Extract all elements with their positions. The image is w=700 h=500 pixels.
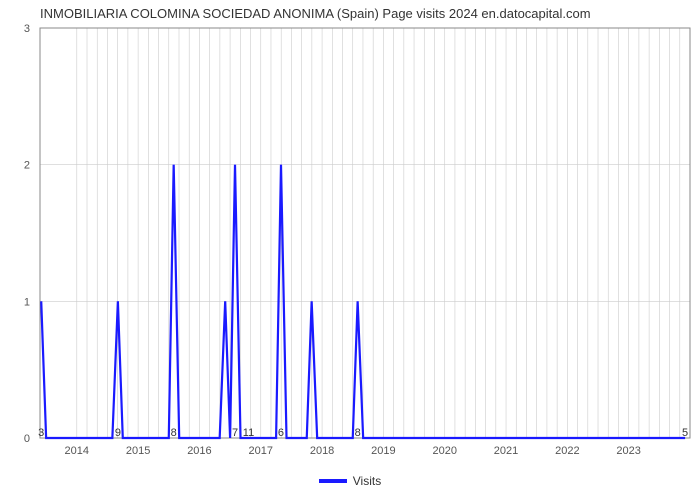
svg-text:2020: 2020 — [432, 445, 456, 457]
svg-text:0: 0 — [24, 433, 30, 445]
svg-text:2022: 2022 — [555, 445, 579, 457]
svg-text:8: 8 — [171, 427, 177, 439]
svg-text:6: 6 — [278, 427, 284, 439]
legend-label: Visits — [353, 474, 381, 488]
svg-text:7: 7 — [232, 427, 238, 439]
svg-text:2021: 2021 — [494, 445, 518, 457]
svg-text:INMOBILIARIA COLOMINA SOCIEDAD: INMOBILIARIA COLOMINA SOCIEDAD ANONIMA (… — [40, 6, 591, 21]
legend: Visits — [0, 474, 700, 488]
svg-text:11: 11 — [243, 427, 254, 439]
svg-text:9: 9 — [115, 427, 121, 439]
svg-text:2018: 2018 — [310, 445, 334, 457]
svg-text:3: 3 — [24, 23, 30, 35]
svg-text:2015: 2015 — [126, 445, 150, 457]
svg-text:2014: 2014 — [65, 445, 89, 457]
svg-text:2017: 2017 — [249, 445, 273, 457]
svg-text:1: 1 — [24, 296, 30, 308]
svg-text:8: 8 — [355, 427, 361, 439]
svg-text:2016: 2016 — [187, 445, 211, 457]
svg-text:2019: 2019 — [371, 445, 395, 457]
svg-text:2023: 2023 — [616, 445, 640, 457]
svg-text:3: 3 — [38, 427, 44, 439]
svg-text:5: 5 — [682, 427, 688, 439]
svg-text:2: 2 — [24, 160, 30, 172]
visits-line-chart: 0 1 2 3 2014 2015 2016 2017 2018 2019 2020 2021 2022… — [0, 0, 700, 470]
legend-swatch — [319, 479, 347, 483]
